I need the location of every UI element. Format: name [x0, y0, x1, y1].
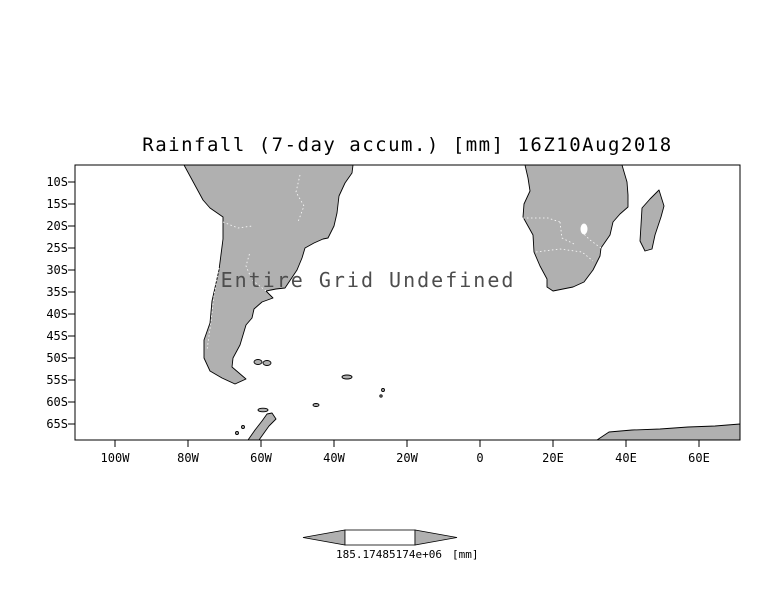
x-tick-label: 60W: [250, 451, 272, 465]
y-tick-label: 25S: [46, 241, 68, 255]
colorbar-units: [mm]: [451, 548, 479, 561]
y-tick-label: 50S: [46, 351, 68, 365]
colorbar-labels: 185.17485174e+06 [mm]: [336, 548, 478, 561]
land-south-shetland: [257, 407, 269, 413]
grid-undefined-message: Entire Grid Undefined: [220, 268, 516, 292]
land-south-america: [183, 165, 354, 385]
y-tick-label: 35S: [46, 285, 68, 299]
colorbar-label-right: 85174e+06: [382, 548, 442, 561]
land-islet-2: [235, 431, 239, 435]
colorbar-left-arrow: [302, 529, 346, 546]
colorbar-right-arrow: [414, 529, 458, 546]
x-tick-label: 40W: [323, 451, 345, 465]
y-tick-label: 65S: [46, 417, 68, 431]
y-tick-label: 55S: [46, 373, 68, 387]
land-falkland-west: [253, 359, 263, 365]
y-tick-label: 30S: [46, 263, 68, 277]
x-axis-ticks: [114, 440, 700, 447]
land-south-georgia: [341, 374, 353, 380]
plot-frame: [74, 164, 741, 441]
land-southern-africa: [522, 165, 629, 292]
y-tick-label: 40S: [46, 307, 68, 321]
land-antarctica-coast: [596, 423, 740, 440]
map-plot: [68, 164, 741, 447]
colorbar-mid-segment: [344, 529, 416, 546]
land-antarctic-peninsula: [247, 412, 277, 440]
x-tick-label: 100W: [100, 451, 130, 465]
land-falkland-east: [262, 360, 272, 366]
x-tick-label: 20W: [396, 451, 418, 465]
lake: [580, 223, 588, 235]
x-tick-label: 80W: [177, 451, 199, 465]
y-tick-label: 15S: [46, 197, 68, 211]
land-layer: [183, 165, 740, 440]
y-tick-label: 60S: [46, 395, 68, 409]
colorbar: [302, 529, 458, 546]
land-south-orkney: [312, 403, 320, 407]
land-south-sandwich-1: [381, 388, 385, 392]
x-tick-label: 20E: [542, 451, 564, 465]
country-borders-rivers: [206, 174, 602, 351]
y-tick-label: 10S: [46, 175, 68, 189]
x-tick-label: 40E: [615, 451, 637, 465]
y-axis-ticks: [68, 181, 75, 425]
y-tick-label: 20S: [46, 219, 68, 233]
x-tick-label: 0: [476, 451, 484, 465]
y-tick-label: 45S: [46, 329, 68, 343]
land-islet-1: [241, 425, 245, 429]
plot-title: Rainfall (7-day accum.) [mm] 16Z10Aug201…: [142, 134, 673, 156]
land-south-sandwich-2: [379, 394, 383, 398]
x-tick-label: 60E: [688, 451, 710, 465]
colorbar-label-left: 185.174: [336, 548, 383, 561]
land-madagascar: [639, 189, 665, 252]
